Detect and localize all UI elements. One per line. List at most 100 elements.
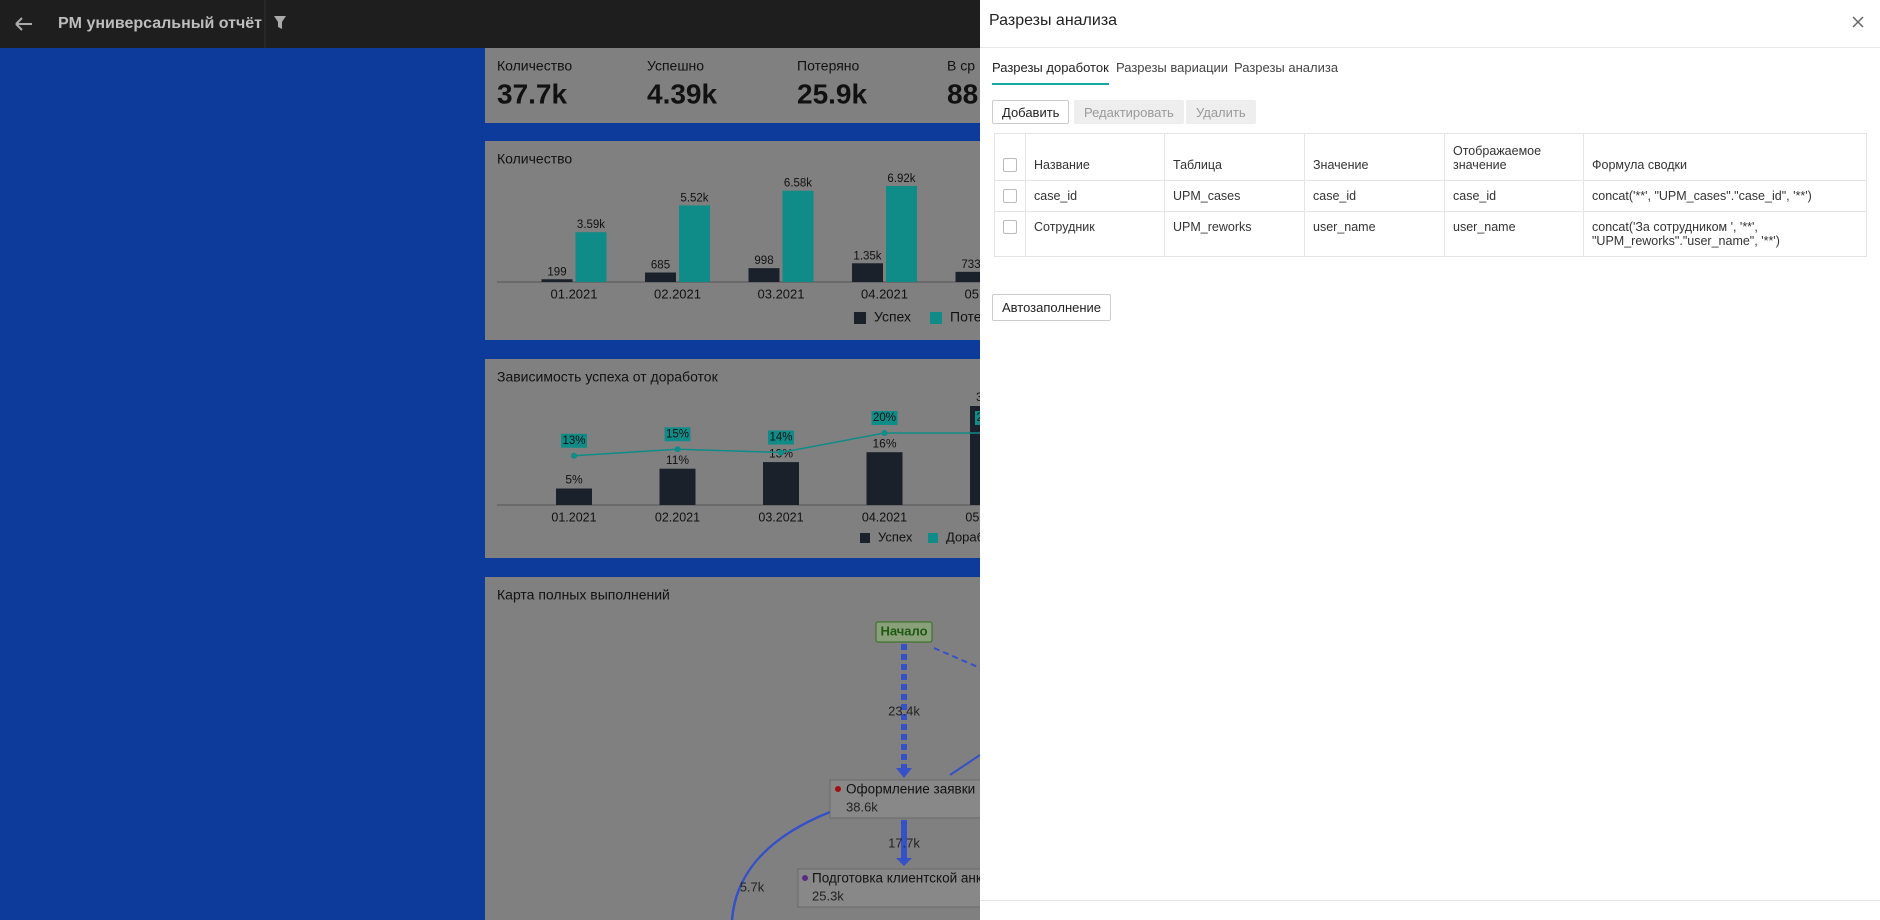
data-label: 11% bbox=[666, 453, 689, 467]
bar bbox=[886, 186, 917, 282]
side-panel: Разрезы анализа Название Таблица Значение О… bbox=[980, 0, 1880, 920]
data-label: 1.35k bbox=[853, 250, 881, 262]
data-label: 14% bbox=[769, 432, 792, 444]
slices-table: Название Таблица Значение Отображаемое знач… bbox=[994, 133, 1867, 257]
filter-button[interactable] bbox=[274, 16, 286, 29]
cell bbox=[994, 211, 1026, 257]
kpi-value: 25.9k bbox=[797, 78, 867, 109]
chart-title: Количество bbox=[497, 151, 572, 167]
arrow-head bbox=[896, 858, 912, 866]
node-label: Оформление заявки bbox=[846, 782, 975, 797]
tab[interactable]: Разрезы анализа bbox=[1234, 60, 1339, 75]
toolbar-button[interactable]: Редактировать bbox=[1074, 100, 1184, 124]
data-label: 199 bbox=[547, 266, 566, 278]
bar bbox=[679, 205, 710, 282]
column-header: Таблица bbox=[1164, 133, 1305, 181]
x-tick-label: 02.2021 bbox=[655, 510, 700, 524]
checkbox[interactable] bbox=[1003, 220, 1017, 234]
autofill-button[interactable]: Автозаполнение bbox=[992, 294, 1112, 321]
data-label: 15% bbox=[666, 428, 689, 440]
cell: UPM_cases bbox=[1164, 180, 1305, 212]
node-label: Начало bbox=[880, 623, 927, 638]
line-point bbox=[881, 430, 888, 436]
data-label: 20% bbox=[976, 412, 980, 424]
data-label: 685 bbox=[651, 260, 670, 272]
bar bbox=[748, 268, 780, 282]
tab[interactable]: Разрезы доработок bbox=[992, 60, 1109, 85]
data-label: 30% bbox=[976, 390, 980, 404]
kpi-label: Успешно bbox=[647, 58, 704, 74]
cell bbox=[994, 180, 1026, 212]
data-label-box bbox=[768, 430, 794, 445]
divider bbox=[980, 900, 1880, 901]
data-label: 20% bbox=[873, 412, 896, 424]
kpi-label: Количество bbox=[497, 58, 572, 74]
node-label: Подготовка клиентской анкеты bbox=[812, 871, 980, 886]
cell: user_name bbox=[1444, 211, 1584, 257]
cell: UPM_reworks bbox=[1164, 211, 1305, 257]
kpi-value: 4.39k bbox=[647, 78, 717, 109]
x-tick-label: 03.2021 bbox=[758, 286, 805, 301]
line-point bbox=[674, 446, 681, 453]
node-box bbox=[797, 868, 980, 908]
bar bbox=[575, 232, 607, 282]
cell: concat('**', "UPM_cases"."case_id", '**'… bbox=[1583, 180, 1867, 212]
data-label: 6.92k bbox=[887, 173, 915, 185]
data-label-box bbox=[871, 411, 898, 425]
table-row: Сотрудник UPM_reworks user_name user_name co… bbox=[994, 211, 1867, 257]
column-header: Название bbox=[1025, 133, 1165, 181]
column-header: Формула сводки bbox=[1583, 133, 1867, 181]
x-tick-label: 04.2021 bbox=[862, 510, 907, 524]
divider bbox=[980, 47, 1880, 48]
data-label: 5% bbox=[565, 473, 583, 487]
x-tick-label: 05.2021 bbox=[965, 286, 981, 301]
bar bbox=[556, 488, 592, 505]
data-label: 998 bbox=[754, 255, 773, 267]
data-label: 16% bbox=[872, 436, 896, 450]
checkbox[interactable] bbox=[1003, 189, 1017, 203]
bar bbox=[763, 462, 799, 505]
kpi-label: В ср bbox=[947, 58, 975, 74]
data-label-box bbox=[561, 433, 587, 448]
process-map: Начало Оформление заявки 38.6k Подготовк… bbox=[730, 621, 980, 920]
node-count: 25.3k bbox=[812, 888, 844, 903]
data-label: 733 bbox=[961, 259, 980, 271]
cell: user_name bbox=[1304, 211, 1445, 257]
data-label: 5.52k bbox=[680, 192, 708, 204]
bar bbox=[955, 271, 980, 282]
cell: case_id bbox=[1025, 180, 1165, 212]
x-tick-label: 01.2021 bbox=[551, 510, 596, 524]
x-tick-label: 01.2021 bbox=[551, 286, 598, 301]
table-row: case_id UPM_cases case_id case_id concat('**… bbox=[994, 180, 1867, 212]
checkbox[interactable] bbox=[1003, 158, 1017, 172]
node-dot bbox=[835, 786, 841, 792]
node-dot bbox=[802, 875, 808, 881]
bar bbox=[782, 190, 814, 282]
data-label-box bbox=[975, 411, 980, 425]
x-tick-label: 05.2021 bbox=[965, 510, 980, 524]
legend-swatch bbox=[930, 312, 942, 324]
close-button[interactable] bbox=[1850, 14, 1866, 30]
legend-label: Успех bbox=[874, 309, 911, 325]
legend-swatch bbox=[854, 312, 866, 324]
kpi-card bbox=[485, 48, 980, 123]
data-label: 13% bbox=[562, 435, 585, 447]
bar bbox=[852, 263, 883, 282]
data-label: 6.58k bbox=[784, 178, 812, 190]
toolbar-button[interactable]: Удалить bbox=[1186, 100, 1256, 124]
bar bbox=[541, 279, 573, 282]
legend-swatch bbox=[928, 533, 938, 543]
cell: case_id bbox=[1444, 180, 1584, 212]
toolbar-button[interactable]: Добавить bbox=[992, 100, 1070, 124]
line-point bbox=[571, 452, 577, 459]
column-header: Отображаемое значение bbox=[1444, 133, 1584, 181]
x-tick-label: 02.2021 bbox=[654, 286, 701, 301]
legend-swatch bbox=[860, 533, 870, 543]
edge-label: 17.7k bbox=[888, 835, 920, 850]
back-button[interactable] bbox=[15, 17, 32, 31]
kpi-value: 88 bbox=[947, 78, 978, 109]
bar bbox=[970, 406, 980, 505]
edge-label: 23.4k bbox=[888, 703, 920, 718]
tab[interactable]: Разрезы вариации bbox=[1116, 60, 1229, 75]
